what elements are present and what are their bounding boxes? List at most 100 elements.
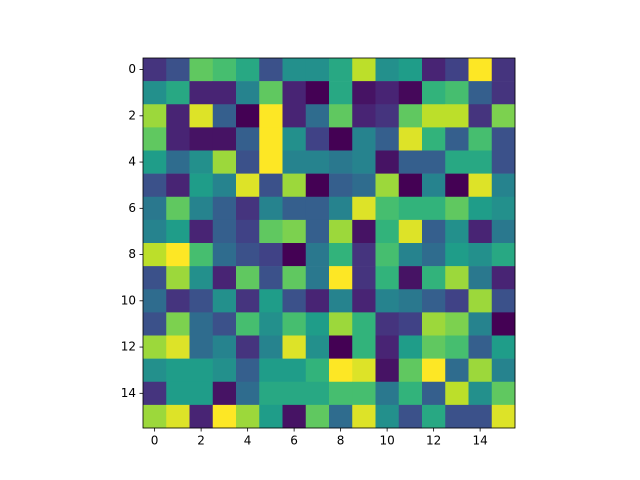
heatmap-cell [189,266,214,290]
heatmap-cell [166,196,190,221]
heatmap-cell [282,81,307,105]
heatmap-cell [212,196,237,221]
heatmap-cell [352,289,376,313]
heatmap-cell [468,81,493,105]
x-tick-label: 14 [472,434,487,448]
heatmap-cell [375,358,400,383]
heatmap-cell [352,266,376,290]
heatmap-cell [236,81,260,105]
heatmap-cell [259,104,283,128]
heatmap-cell [468,358,493,383]
heatmap-cell [259,335,283,359]
heatmap-cell [352,150,376,174]
heatmap-cell [398,243,423,267]
heatmap-cell [445,243,469,267]
y-tick-label: 6 [128,201,136,215]
heatmap-cell [445,335,469,359]
heatmap-cell [143,381,167,406]
heatmap-cell [282,243,307,267]
heatmap-cell [352,312,376,336]
heatmap-cell [375,266,400,290]
heatmap-cell [352,81,376,105]
heatmap-cell [352,196,376,221]
heatmap-cell [445,312,469,336]
heatmap-cell [352,58,376,82]
heatmap-cell [445,381,469,406]
heatmap-cell [491,358,516,383]
heatmap-cell [236,58,260,82]
y-tick-label: 14 [121,386,136,400]
heatmap-cell [329,104,353,128]
heatmap-cell [166,58,190,82]
x-tick-label: 8 [337,434,345,448]
heatmap-cell [305,335,330,359]
heatmap-cell [212,358,237,383]
heatmap-cell [259,312,283,336]
heatmap-cell [259,358,283,383]
heatmap-cell [189,289,214,313]
heatmap-cell [259,81,283,105]
heatmap-cell [259,196,283,221]
heatmap-cell [236,266,260,290]
heatmap-cell [305,381,330,406]
heatmap-cell [305,358,330,383]
heatmap-cell [445,104,469,128]
heatmap-cell [445,404,469,429]
heatmap-cell [189,150,214,174]
heatmap-cell [143,173,167,198]
heatmap-cell [259,173,283,198]
heatmap-cell [398,104,423,128]
heatmap-cell [491,150,516,174]
x-tick-label: 0 [151,434,159,448]
heatmap-cell [282,312,307,336]
heatmap-cell [143,104,167,128]
heatmap-cell [305,150,330,174]
heatmap-cell [329,381,353,406]
heatmap-cell [236,358,260,383]
heatmap-cell [352,381,376,406]
heatmap-cell [329,289,353,313]
heatmap-cell [398,266,423,290]
heatmap-cell [143,150,167,174]
heatmap-cell [166,404,190,429]
heatmap-cell [375,381,400,406]
heatmap-cell [422,81,446,105]
heatmap-cell [468,404,493,429]
heatmap-cell [422,335,446,359]
heatmap-cell [212,81,237,105]
heatmap-cell [398,404,423,429]
heatmap-cell [166,312,190,336]
y-tick-label: 4 [128,155,136,169]
heatmap-cell [236,104,260,128]
heatmap-cell [422,219,446,244]
heatmap-cell [259,404,283,429]
heatmap-cell [236,219,260,244]
x-tick-label: 6 [290,434,298,448]
heatmap-cell [212,150,237,174]
heatmap-cell [445,358,469,383]
heatmap-cell [143,289,167,313]
heatmap-cell [329,404,353,429]
heatmap-cell [422,58,446,82]
y-tick-label: 8 [128,247,136,261]
heatmap-cell [329,358,353,383]
heatmap-cell [166,219,190,244]
heatmap-cell [236,289,260,313]
heatmap-cell [236,150,260,174]
heatmap-cell [189,219,214,244]
heatmap-cell [491,243,516,267]
heatmap-cell [143,358,167,383]
heatmap-cell [259,58,283,82]
heatmap-cell [375,219,400,244]
heatmap-cell [329,335,353,359]
heatmap-cell [305,127,330,151]
heatmap-cell [352,127,376,151]
heatmap-cell [282,150,307,174]
heatmap-cell [375,150,400,174]
heatmap-cell [236,335,260,359]
heatmap-cell [398,219,423,244]
heatmap-cell [259,219,283,244]
heatmap-cell [491,127,516,151]
heatmap-cell [282,173,307,198]
heatmap-cell [282,335,307,359]
